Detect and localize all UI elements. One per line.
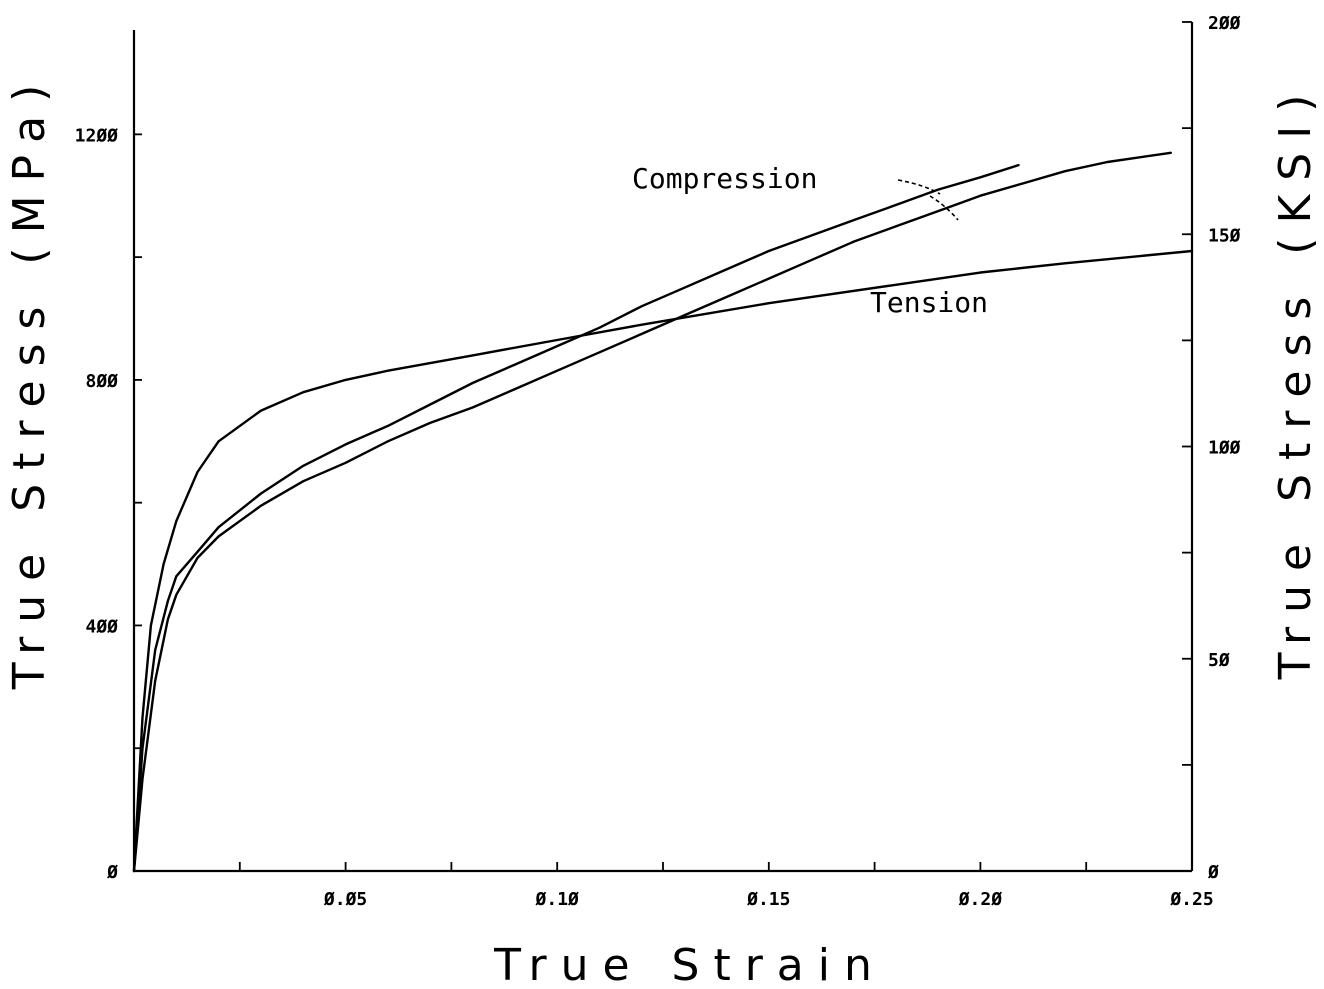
annotation-compression: Compression bbox=[632, 162, 817, 195]
series-line-tension-0 bbox=[132, 249, 1194, 873]
x-tick-label: Ø.25 bbox=[1169, 889, 1213, 910]
left-y-axis-title: True Stress (MPa) bbox=[4, 71, 55, 690]
y-left-tick-label: 12ØØ bbox=[75, 125, 119, 146]
compression-leader-2 bbox=[929, 195, 959, 221]
series-line-compression-1 bbox=[132, 163, 1020, 873]
tick-label-group: Ø.Ø5 Ø.1Ø Ø.15 Ø.2Ø Ø.25 Ø 4ØØ 8ØØ 12ØØ Ø 5Ø 1ØØ 15Ø… bbox=[75, 13, 1241, 910]
y-left-tick-label: Ø bbox=[106, 862, 118, 883]
y-right-tick-label: 1ØØ bbox=[1208, 438, 1241, 459]
compression-leader-1 bbox=[897, 179, 941, 195]
y-left-tick-label: 8ØØ bbox=[85, 371, 118, 392]
series-line-compression-2 bbox=[132, 151, 1173, 873]
tick-group bbox=[134, 21, 1193, 871]
x-tick-label: Ø.1Ø bbox=[535, 889, 580, 910]
y-right-tick-label: Ø bbox=[1207, 862, 1219, 883]
y-right-tick-label: 5Ø bbox=[1208, 650, 1230, 671]
series-group bbox=[132, 151, 1194, 873]
x-tick-label: Ø.2Ø bbox=[958, 889, 1003, 910]
y-right-tick-label: 2ØØ bbox=[1208, 13, 1241, 34]
x-tick-label: Ø.15 bbox=[746, 889, 790, 910]
right-y-axis-title: True Stress (KSI) bbox=[1270, 81, 1321, 681]
y-right-tick-label: 15Ø bbox=[1208, 225, 1241, 246]
y-left-tick-label: 4ØØ bbox=[85, 616, 118, 637]
x-tick-label: Ø.Ø5 bbox=[323, 889, 367, 910]
annotation-tension: Tension bbox=[870, 286, 988, 319]
x-axis-title: True Strain bbox=[493, 940, 886, 989]
